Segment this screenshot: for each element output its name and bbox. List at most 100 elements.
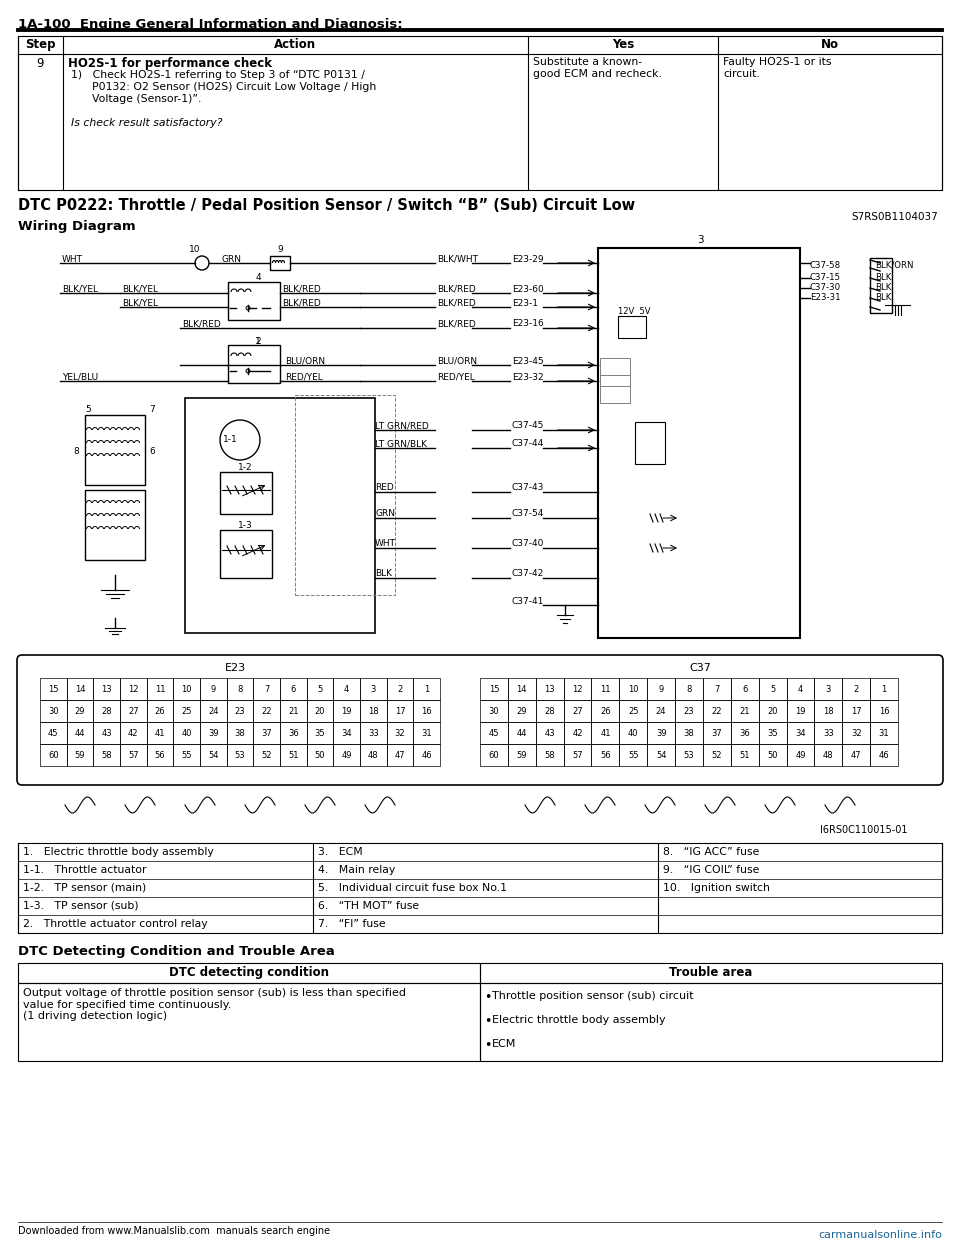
Text: RED: RED (375, 483, 394, 493)
Text: C37: C37 (689, 663, 711, 673)
Text: GRN: GRN (375, 509, 395, 518)
Text: 1-1: 1-1 (223, 436, 237, 445)
Text: 7: 7 (264, 684, 270, 693)
Text: E23: E23 (225, 663, 246, 673)
Text: 59: 59 (75, 750, 85, 760)
Text: carmanualsonline.info: carmanualsonline.info (818, 1230, 942, 1240)
Text: 48: 48 (823, 750, 833, 760)
Text: LT GRN/RED: LT GRN/RED (375, 421, 429, 431)
Text: 7.   “FI” fuse: 7. “FI” fuse (318, 919, 386, 929)
Text: •: • (484, 1015, 492, 1028)
Text: BLU/ORN: BLU/ORN (437, 356, 477, 365)
Text: LT GRN/BLK: LT GRN/BLK (375, 440, 427, 448)
Bar (842, 678, 870, 700)
Bar (227, 744, 253, 766)
Bar (814, 744, 842, 766)
Text: DTC Detecting Condition and Trouble Area: DTC Detecting Condition and Trouble Area (18, 945, 335, 958)
Bar (40, 722, 66, 744)
Text: 17: 17 (395, 707, 405, 715)
Text: No: No (821, 39, 839, 51)
Bar (253, 678, 280, 700)
Text: RED/YEL: RED/YEL (285, 373, 323, 381)
Bar (147, 700, 174, 722)
Bar (174, 722, 200, 744)
Text: 24: 24 (208, 707, 219, 715)
Text: 22: 22 (261, 707, 272, 715)
Text: 41: 41 (600, 729, 611, 738)
Text: 27: 27 (128, 707, 138, 715)
Bar (508, 700, 536, 722)
Text: 49: 49 (342, 750, 352, 760)
Text: 1-1.   Throttle actuator: 1-1. Throttle actuator (23, 864, 147, 876)
Text: 10.   Ignition switch: 10. Ignition switch (663, 883, 770, 893)
Text: 28: 28 (544, 707, 555, 715)
Bar (480, 678, 508, 700)
Text: 16: 16 (421, 707, 432, 715)
Bar (120, 700, 147, 722)
Text: 15: 15 (48, 684, 59, 693)
Bar (508, 722, 536, 744)
Text: 4: 4 (798, 684, 804, 693)
Text: 31: 31 (421, 729, 432, 738)
Text: 25: 25 (628, 707, 638, 715)
Bar (758, 678, 786, 700)
Text: 1: 1 (881, 684, 887, 693)
Bar (619, 678, 647, 700)
Text: 27: 27 (572, 707, 583, 715)
Text: ECM: ECM (492, 1040, 516, 1049)
Text: 1-2: 1-2 (238, 463, 252, 472)
Bar (66, 678, 93, 700)
Text: C37-54: C37-54 (512, 509, 544, 518)
Bar (647, 678, 675, 700)
Bar (360, 700, 387, 722)
Text: 41: 41 (155, 729, 165, 738)
Text: 3: 3 (826, 684, 831, 693)
Text: 29: 29 (516, 707, 527, 715)
Text: 56: 56 (600, 750, 611, 760)
Text: 38: 38 (234, 729, 246, 738)
Text: 34: 34 (342, 729, 352, 738)
Bar (280, 700, 306, 722)
Text: 7: 7 (714, 684, 720, 693)
Text: 40: 40 (628, 729, 638, 738)
Text: E23-45: E23-45 (512, 356, 543, 365)
Text: Step: Step (25, 39, 56, 51)
Bar (786, 722, 814, 744)
Text: 37: 37 (711, 729, 722, 738)
Bar (414, 722, 440, 744)
Text: 30: 30 (489, 707, 499, 715)
Text: 18: 18 (368, 707, 378, 715)
Text: BLK/RED: BLK/RED (282, 298, 321, 308)
Bar (591, 744, 619, 766)
Bar (93, 678, 120, 700)
Bar (93, 744, 120, 766)
Text: 55: 55 (181, 750, 192, 760)
Bar (870, 744, 898, 766)
Text: I6RS0C110015-01: I6RS0C110015-01 (820, 825, 907, 835)
Bar (703, 678, 731, 700)
Bar (306, 744, 333, 766)
Text: WHT: WHT (62, 255, 83, 263)
Bar (270, 256, 290, 270)
Text: YEL/BLU: YEL/BLU (62, 373, 98, 381)
Text: 44: 44 (75, 729, 85, 738)
Text: 13: 13 (544, 684, 555, 693)
Text: 21: 21 (288, 707, 299, 715)
Bar (174, 744, 200, 766)
Text: C37-41: C37-41 (512, 596, 544, 606)
Bar (66, 744, 93, 766)
Bar (635, 422, 665, 465)
Text: 20: 20 (767, 707, 778, 715)
Bar (227, 722, 253, 744)
Bar (185, 397, 375, 633)
Text: 53: 53 (684, 750, 694, 760)
Text: 12: 12 (128, 684, 138, 693)
Bar (200, 744, 227, 766)
Bar (842, 722, 870, 744)
Text: 12: 12 (572, 684, 583, 693)
Text: 1-2.   TP sensor (main): 1-2. TP sensor (main) (23, 883, 146, 893)
Text: 47: 47 (395, 750, 405, 760)
Text: 43: 43 (102, 729, 112, 738)
Text: 1)   Check HO2S-1 referring to Step 3 of “DTC P0131 /: 1) Check HO2S-1 referring to Step 3 of “… (71, 70, 365, 79)
Text: 58: 58 (544, 750, 555, 760)
